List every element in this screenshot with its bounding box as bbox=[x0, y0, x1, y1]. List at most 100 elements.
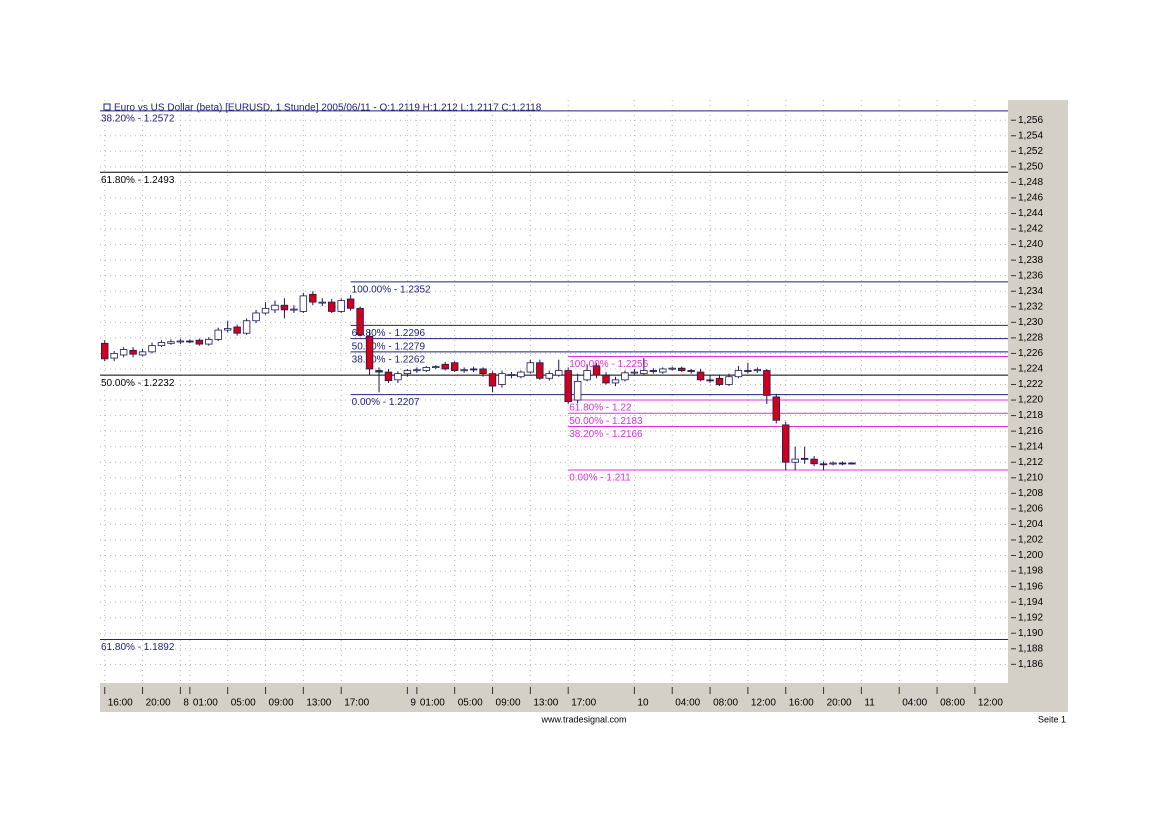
x-tick-label: 16:00 bbox=[108, 698, 133, 709]
x-tick-label: 01:00 bbox=[193, 698, 218, 709]
candle-body bbox=[450, 362, 459, 371]
candle-body bbox=[848, 462, 856, 465]
candle-body bbox=[328, 301, 336, 312]
x-tick-label: 13:00 bbox=[533, 698, 558, 709]
y-tick-label: 1,186 bbox=[1018, 659, 1043, 670]
level-label: 50.00% - 1.2279 bbox=[352, 341, 426, 352]
candle-body bbox=[469, 368, 478, 371]
x-tick-label: 01:00 bbox=[420, 698, 445, 709]
x-axis-panel bbox=[100, 683, 1068, 712]
level-label: 61.80% - 1.2493 bbox=[101, 175, 175, 186]
y-tick-label: 1,226 bbox=[1018, 348, 1043, 359]
candle-body bbox=[441, 363, 449, 370]
y-tick-label: 1,244 bbox=[1018, 208, 1043, 219]
candle-body bbox=[261, 307, 270, 314]
level-label: 50.00% - 1.2183 bbox=[569, 416, 643, 427]
y-tick-label: 1,232 bbox=[1018, 301, 1043, 312]
candle-body bbox=[536, 362, 544, 379]
candle-body bbox=[640, 370, 648, 375]
y-tick-label: 1,220 bbox=[1018, 395, 1043, 406]
candle-body bbox=[545, 373, 553, 379]
candle-body bbox=[299, 295, 308, 312]
y-tick-label: 1,234 bbox=[1018, 286, 1043, 297]
y-axis-panel bbox=[1008, 100, 1068, 712]
y-tick-label: 1,204 bbox=[1018, 519, 1043, 530]
candle-body bbox=[195, 339, 204, 345]
candle-body bbox=[829, 462, 837, 465]
title-icon bbox=[103, 103, 111, 111]
y-tick-label: 1,248 bbox=[1018, 177, 1043, 188]
candle-body bbox=[744, 370, 752, 372]
candle-body bbox=[148, 345, 156, 353]
candle-body bbox=[356, 307, 364, 336]
candle-body bbox=[715, 377, 724, 385]
y-tick-label: 1,188 bbox=[1018, 643, 1043, 654]
candle-body bbox=[205, 339, 213, 345]
candle-body bbox=[800, 457, 809, 460]
candle-body bbox=[782, 424, 790, 463]
level-label: 61.80% - 1.22 bbox=[569, 403, 632, 414]
chart-title: Euro vs US Dollar (beta) [EURUSD, 1 Stun… bbox=[114, 103, 542, 114]
y-tick-label: 1,246 bbox=[1018, 193, 1043, 204]
candle-body bbox=[129, 349, 137, 355]
y-tick-label: 1,210 bbox=[1018, 472, 1043, 483]
level-label: 61.80% - 1.1892 bbox=[101, 642, 175, 653]
level-label: 61.80% - 1.2296 bbox=[352, 328, 426, 339]
candle-body bbox=[592, 365, 601, 376]
candle-body bbox=[734, 370, 743, 378]
y-tick-label: 1,224 bbox=[1018, 364, 1043, 375]
candle-body bbox=[479, 368, 487, 375]
y-tick-label: 1,208 bbox=[1018, 488, 1043, 499]
x-tick-label: 16:00 bbox=[789, 698, 814, 709]
candle-body bbox=[176, 340, 185, 343]
candle-body bbox=[365, 335, 374, 370]
candle-body bbox=[280, 304, 289, 311]
y-tick-label: 1,236 bbox=[1018, 270, 1043, 281]
candle-body bbox=[290, 308, 298, 311]
level-label: 50.00% - 1.2232 bbox=[101, 378, 175, 389]
y-tick-label: 1,240 bbox=[1018, 239, 1043, 250]
y-tick-label: 1,196 bbox=[1018, 581, 1043, 592]
candle-body bbox=[583, 370, 591, 381]
candle-body bbox=[318, 301, 326, 304]
candle-body bbox=[753, 369, 762, 372]
y-tick-label: 1,212 bbox=[1018, 457, 1043, 468]
level-label: 100.00% - 1.2352 bbox=[352, 285, 431, 296]
candle-body bbox=[621, 372, 629, 381]
y-tick-label: 1,250 bbox=[1018, 161, 1043, 172]
x-tick-label: 17:00 bbox=[571, 698, 596, 709]
candle-body bbox=[819, 463, 828, 466]
y-tick-label: 1,218 bbox=[1018, 410, 1043, 421]
y-tick-label: 1,216 bbox=[1018, 426, 1043, 437]
x-tick-label: 11 bbox=[864, 698, 875, 709]
candle-body bbox=[555, 370, 563, 376]
candle-body bbox=[696, 371, 705, 381]
candle-body bbox=[413, 369, 421, 372]
x-tick-label: 05:00 bbox=[458, 698, 483, 709]
candle-body bbox=[422, 367, 431, 371]
candle-body bbox=[252, 312, 260, 322]
x-tick-label: 13:00 bbox=[306, 698, 331, 709]
candle-body bbox=[157, 342, 166, 347]
x-tick-label: 20:00 bbox=[146, 698, 171, 709]
candle-body bbox=[706, 379, 714, 382]
candle-body bbox=[375, 370, 383, 373]
x-tick-label: 12:00 bbox=[978, 698, 1003, 709]
x-tick-label: 04:00 bbox=[675, 698, 700, 709]
x-tick-label: 09:00 bbox=[496, 698, 521, 709]
candle-body bbox=[309, 293, 317, 303]
y-tick-label: 1,190 bbox=[1018, 628, 1043, 639]
y-tick-label: 1,230 bbox=[1018, 317, 1043, 328]
level-label: 38.20% - 1.2262 bbox=[352, 354, 426, 365]
x-tick-label: 08:00 bbox=[940, 698, 965, 709]
candle-body bbox=[110, 353, 118, 359]
candle-body bbox=[526, 362, 535, 373]
candle-body bbox=[659, 368, 667, 373]
level-label: 100.00% - 1.2256 bbox=[569, 359, 648, 370]
y-tick-label: 1,206 bbox=[1018, 504, 1043, 515]
candle-body bbox=[630, 371, 639, 374]
footer: www.tradesignal.com bbox=[540, 714, 626, 724]
y-tick-label: 1,200 bbox=[1018, 550, 1043, 561]
